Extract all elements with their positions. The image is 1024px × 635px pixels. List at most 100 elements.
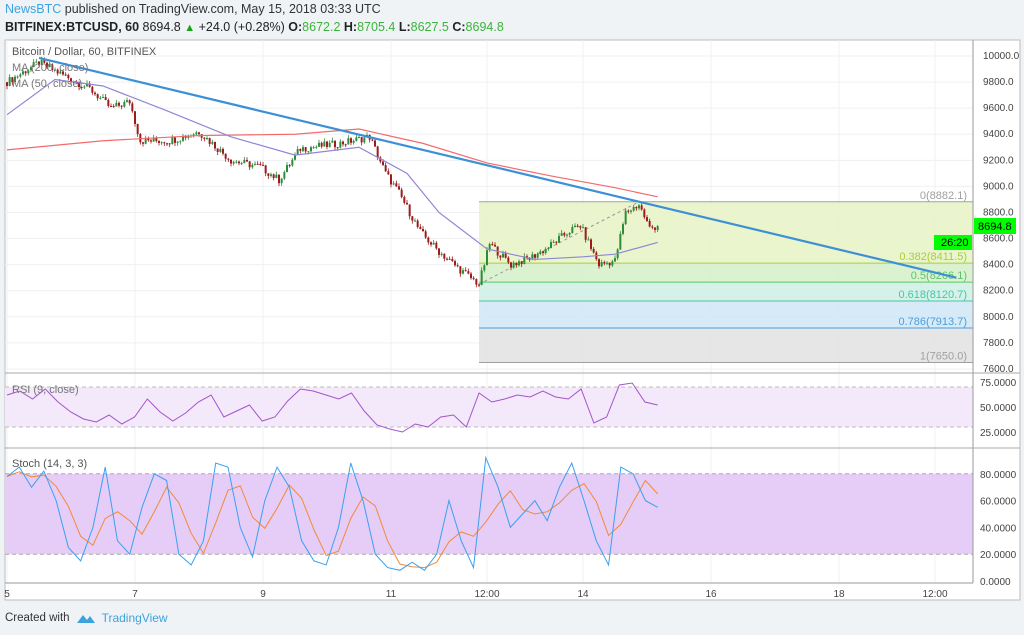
- candle-up: [310, 147, 312, 152]
- close-value: 8694.8: [465, 20, 504, 34]
- price-change: +24.0 (+0.28%): [198, 20, 285, 34]
- ma200-line: [6, 128, 658, 198]
- countdown-tag: [934, 235, 972, 250]
- price-tick-label: 8800.0: [983, 207, 1014, 218]
- candle-down: [446, 258, 448, 260]
- candle-down: [646, 217, 648, 221]
- candle-down: [259, 164, 262, 166]
- close-label: C:: [452, 20, 466, 34]
- candle-up: [622, 224, 624, 234]
- candle-down: [350, 138, 352, 143]
- rsi-legend[interactable]: RSI (9, close): [12, 384, 79, 396]
- candle-up: [523, 256, 526, 265]
- fibonacci-retracement[interactable]: 0(8882.1) 0.382(8411.5) 0.5(8266.1) 0.618(8…: [478, 190, 973, 363]
- candle-up: [606, 262, 608, 264]
- candle-down: [454, 261, 456, 266]
- stoch-k-line: [6, 455, 658, 571]
- candle-down: [147, 138, 150, 141]
- candle-down: [592, 248, 595, 253]
- candle-down: [208, 138, 211, 144]
- ma50-legend[interactable]: MA (50, close): [12, 78, 82, 90]
- candle-down: [288, 165, 291, 167]
- candle-down: [43, 60, 46, 63]
- candle-down: [227, 158, 230, 160]
- candle-up: [275, 174, 278, 178]
- candle-down: [163, 142, 166, 144]
- candle-up: [483, 265, 486, 271]
- candle-down: [91, 86, 94, 93]
- candle-down: [56, 69, 59, 74]
- candle-up: [219, 148, 222, 152]
- candle-up: [35, 61, 38, 63]
- candle-down: [334, 140, 336, 148]
- candle-up: [392, 183, 395, 185]
- last-price: 8694.8: [142, 20, 181, 34]
- footer: Created with TradingView: [5, 611, 168, 625]
- candle-down: [136, 123, 139, 134]
- stoch-tick-label: 0.0000: [980, 577, 1011, 588]
- candle-up: [254, 163, 256, 165]
- candle-up: [232, 161, 235, 164]
- candle-down: [118, 102, 120, 106]
- candle-up: [566, 234, 568, 236]
- candle-up: [211, 142, 214, 144]
- candle-down: [635, 206, 638, 209]
- candle-down: [499, 255, 502, 258]
- candle-up: [144, 138, 147, 144]
- stoch-d-line: [6, 471, 659, 569]
- candle-up: [552, 241, 555, 243]
- candle-down: [579, 226, 582, 228]
- candle-down: [406, 202, 408, 205]
- rsi-tick-label: 50.0000: [980, 403, 1017, 414]
- candle-down: [648, 220, 651, 227]
- candle-down: [110, 105, 112, 107]
- candle-up: [14, 76, 16, 83]
- candle-down: [438, 248, 440, 255]
- candle-down: [478, 284, 480, 286]
- candle-up: [355, 137, 358, 141]
- candle-down: [451, 258, 454, 262]
- x-tick-label: 9: [260, 589, 266, 600]
- publisher-link[interactable]: NewsBTC: [5, 2, 62, 16]
- candle-down: [224, 153, 227, 159]
- candle-up: [414, 220, 416, 222]
- candles: [6, 56, 659, 288]
- tradingview-link[interactable]: TradingView: [101, 611, 168, 625]
- candle-down: [67, 74, 70, 79]
- fib-level-label: 0.5(8266.1): [911, 270, 967, 282]
- created-with-text: Created with: [5, 612, 70, 624]
- candle-down: [128, 100, 131, 104]
- price-tick-label: 9600.0: [983, 103, 1014, 114]
- candle-up: [315, 146, 318, 148]
- candle-up: [432, 242, 435, 245]
- candle-up: [544, 248, 547, 254]
- candle-up: [99, 97, 102, 99]
- candle-up: [480, 270, 483, 286]
- candle-down: [491, 244, 494, 246]
- symbol-quote-bar: BITFINEX:BTCUSD, 60 8694.8 ▲ +24.0 (+0.2…: [5, 20, 504, 34]
- candle-down: [134, 111, 136, 124]
- candle-up: [152, 137, 155, 142]
- candle-down: [155, 137, 158, 141]
- candle-up: [192, 134, 195, 136]
- candle-down: [467, 271, 470, 274]
- stoch-legend[interactable]: Stoch (14, 3, 3): [12, 458, 87, 470]
- candle-down: [534, 254, 536, 258]
- candle-down: [387, 171, 390, 175]
- candle-down: [278, 174, 280, 184]
- candle-down: [120, 105, 123, 107]
- symbol-label: BITFINEX:BTCUSD, 60: [5, 20, 140, 34]
- price-tick-label: 9200.0: [983, 155, 1014, 166]
- candle-up: [560, 233, 563, 236]
- candle-down: [371, 139, 374, 141]
- candle-up: [331, 140, 334, 143]
- candle-up: [488, 244, 491, 251]
- candle-down: [326, 141, 328, 147]
- candle-down: [299, 149, 302, 151]
- x-tick-label: 12:00: [922, 589, 947, 600]
- x-tick-label: 5: [4, 589, 10, 600]
- ma200-legend[interactable]: MA (200, close): [12, 62, 88, 74]
- candle-down: [427, 237, 430, 243]
- candle-up: [638, 205, 640, 209]
